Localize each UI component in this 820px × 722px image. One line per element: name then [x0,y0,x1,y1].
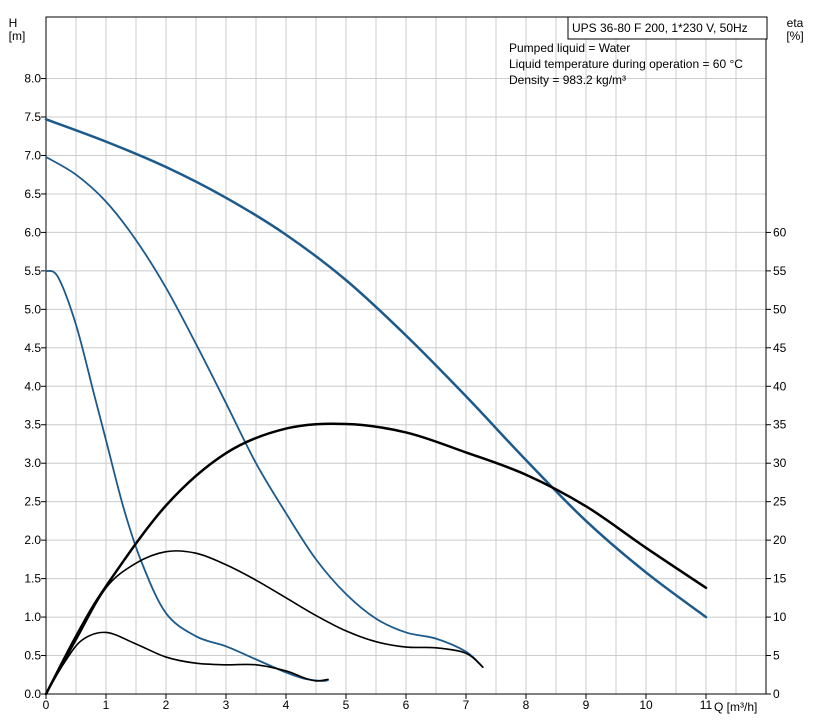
y-right-tick-label: 25 [773,495,787,509]
y-right-tick-label: 10 [773,610,787,624]
axes: 0 1 2 3 4 5 6 7 8 9 10 110.00.51.01.52.02.53.03.54.… [24,72,786,712]
head-curve-1 [44,118,708,619]
y-axis-left-unit: [m] [9,29,26,43]
chart-title: UPS 36-80 F 200, 1*230 V, 50Hz [572,21,748,35]
x-axis-title: Q [m³/h] [714,700,757,714]
y-right-tick-label: 0 [773,687,780,701]
data-series [44,118,708,696]
x-tick-label: 7 [463,698,470,712]
y-left-tick-label: 1.0 [24,610,41,624]
note-density: Density = 983.2 kg/m³ [509,73,626,87]
title-box [567,16,768,40]
x-tick-label: 4 [283,698,290,712]
x-tick-label: 1 [103,698,110,712]
x-tick-label: 6 [403,698,410,712]
grid-lines [46,17,766,694]
y-right-tick-label: 5 [773,649,780,663]
y-left-tick-label: 3.0 [24,456,41,470]
y-left-tick-label: 2.0 [24,533,41,547]
note-liquid-temperature: Liquid temperature during operation = 60… [509,57,743,71]
x-tick-label: 8 [523,698,530,712]
y-left-tick-label: 6.5 [24,187,41,201]
y-left-tick-label: 7.0 [24,148,41,162]
y-right-tick-label: 50 [773,302,787,316]
y-left-tick-label: 3.5 [24,418,41,432]
y-right-tick-label: 35 [773,418,787,432]
head-curve-2 [45,156,484,668]
x-tick-label: 9 [583,698,590,712]
info-box: UPS 36-80 F 200, 1*230 V, 50Hz Pumped li… [509,16,768,87]
y-left-tick-label: 2.5 [24,495,41,509]
y-left-tick-label: 0.0 [24,687,41,701]
x-tick-label: 10 [639,698,653,712]
y-left-tick-label: 4.5 [24,341,41,355]
y-left-tick-label: 7.5 [24,110,41,124]
y-right-tick-label: 15 [773,572,787,586]
y-left-tick-label: 8.0 [24,72,41,86]
efficiency-curve-5 [45,550,484,695]
y-axis-right-unit: [%] [786,29,803,43]
y-left-tick-label: 5.5 [24,264,41,278]
x-tick-label: 2 [163,698,170,712]
y-left-tick-label: 4.0 [24,379,41,393]
y-right-tick-label: 60 [773,225,787,239]
note-pumped-liquid: Pumped liquid = Water [509,41,630,55]
head-curve-3 [45,269,329,682]
y-axis-left-symbol: H [9,16,18,30]
efficiency-curve-6 [45,631,329,695]
y-right-tick-label: 20 [773,533,787,547]
y-left-tick-label: 6.0 [24,225,41,239]
y-right-tick-label: 40 [773,379,787,393]
y-right-tick-label: 55 [773,264,787,278]
x-tick-label: 5 [343,698,350,712]
y-left-tick-label: 0.5 [24,649,41,663]
efficiency-curve-4 [44,422,708,696]
y-right-tick-label: 45 [773,341,787,355]
x-tick-label: 11 [700,698,713,712]
x-tick-label: 3 [223,698,230,712]
y-left-tick-label: 5.0 [24,302,41,316]
y-right-tick-label: 30 [773,456,787,470]
y-left-tick-label: 1.5 [24,572,41,586]
y-axis-right-symbol: eta [787,16,804,30]
x-tick-label: 0 [43,698,50,712]
